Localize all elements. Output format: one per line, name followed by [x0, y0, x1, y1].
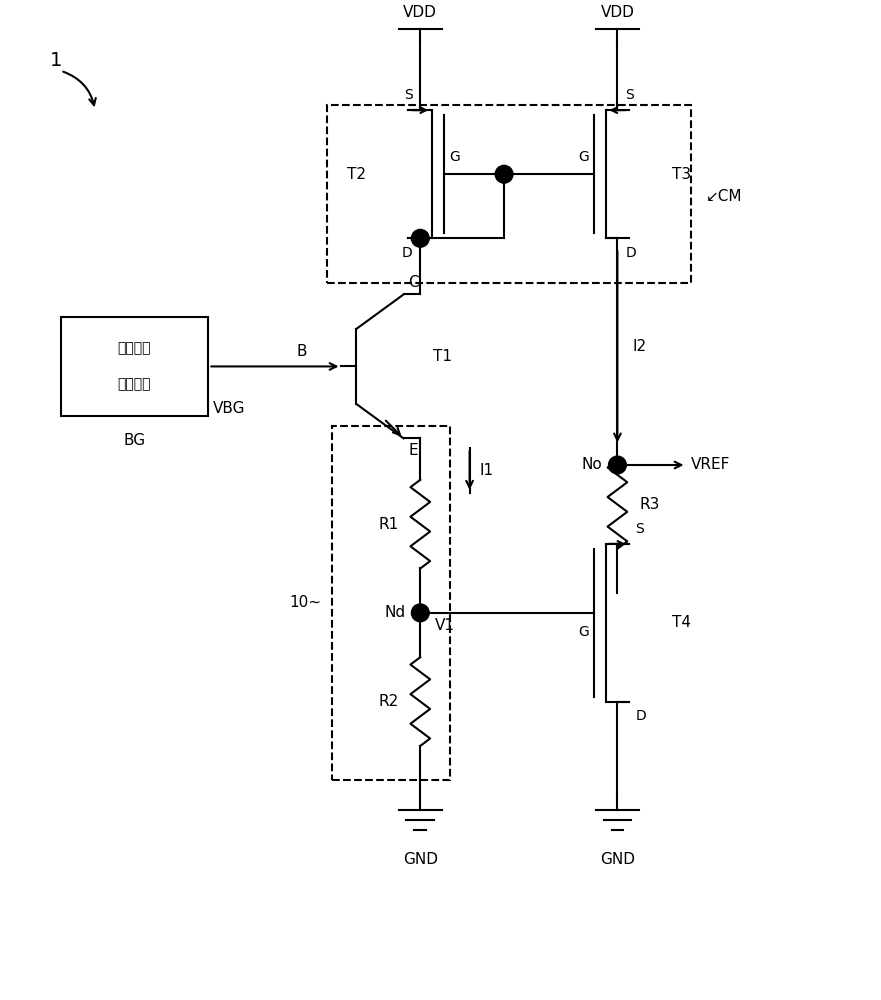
Text: GND: GND: [600, 852, 635, 867]
Text: Nd: Nd: [384, 605, 405, 620]
Text: No: No: [581, 457, 603, 472]
Text: 电压电路: 电压电路: [118, 377, 152, 391]
Text: R3: R3: [639, 497, 660, 512]
Text: I2: I2: [633, 339, 647, 354]
FancyBboxPatch shape: [327, 105, 692, 283]
Text: S: S: [635, 522, 644, 536]
Text: VDD: VDD: [403, 5, 437, 20]
Text: D: D: [635, 709, 646, 723]
Text: 能隙参考: 能隙参考: [118, 342, 152, 356]
Text: I1: I1: [479, 463, 493, 478]
Text: T3: T3: [671, 167, 691, 182]
Text: VBG: VBG: [213, 401, 246, 416]
Text: GND: GND: [403, 852, 438, 867]
Circle shape: [411, 604, 429, 622]
Text: G: G: [578, 625, 589, 639]
Text: G: G: [449, 150, 460, 164]
Text: B: B: [296, 344, 307, 359]
FancyBboxPatch shape: [331, 426, 450, 780]
Text: C: C: [409, 275, 419, 290]
Text: G: G: [578, 150, 589, 164]
Text: R2: R2: [378, 694, 398, 709]
Text: R1: R1: [378, 517, 398, 532]
Text: ↙CM: ↙CM: [706, 189, 743, 204]
FancyBboxPatch shape: [61, 317, 209, 416]
Text: 10~: 10~: [290, 595, 322, 610]
Text: V1: V1: [435, 618, 455, 633]
Text: 1: 1: [49, 51, 62, 70]
Text: T4: T4: [671, 615, 691, 630]
Text: S: S: [403, 88, 412, 102]
Text: BG: BG: [123, 433, 145, 448]
Text: VDD: VDD: [601, 5, 634, 20]
Circle shape: [495, 165, 513, 183]
Text: D: D: [626, 246, 636, 260]
Text: VREF: VREF: [692, 457, 730, 472]
Circle shape: [411, 229, 429, 247]
Text: T2: T2: [347, 167, 366, 182]
Circle shape: [609, 456, 626, 474]
Text: D: D: [402, 246, 412, 260]
Text: E: E: [409, 443, 418, 458]
Text: T1: T1: [433, 349, 452, 364]
Text: S: S: [626, 88, 634, 102]
